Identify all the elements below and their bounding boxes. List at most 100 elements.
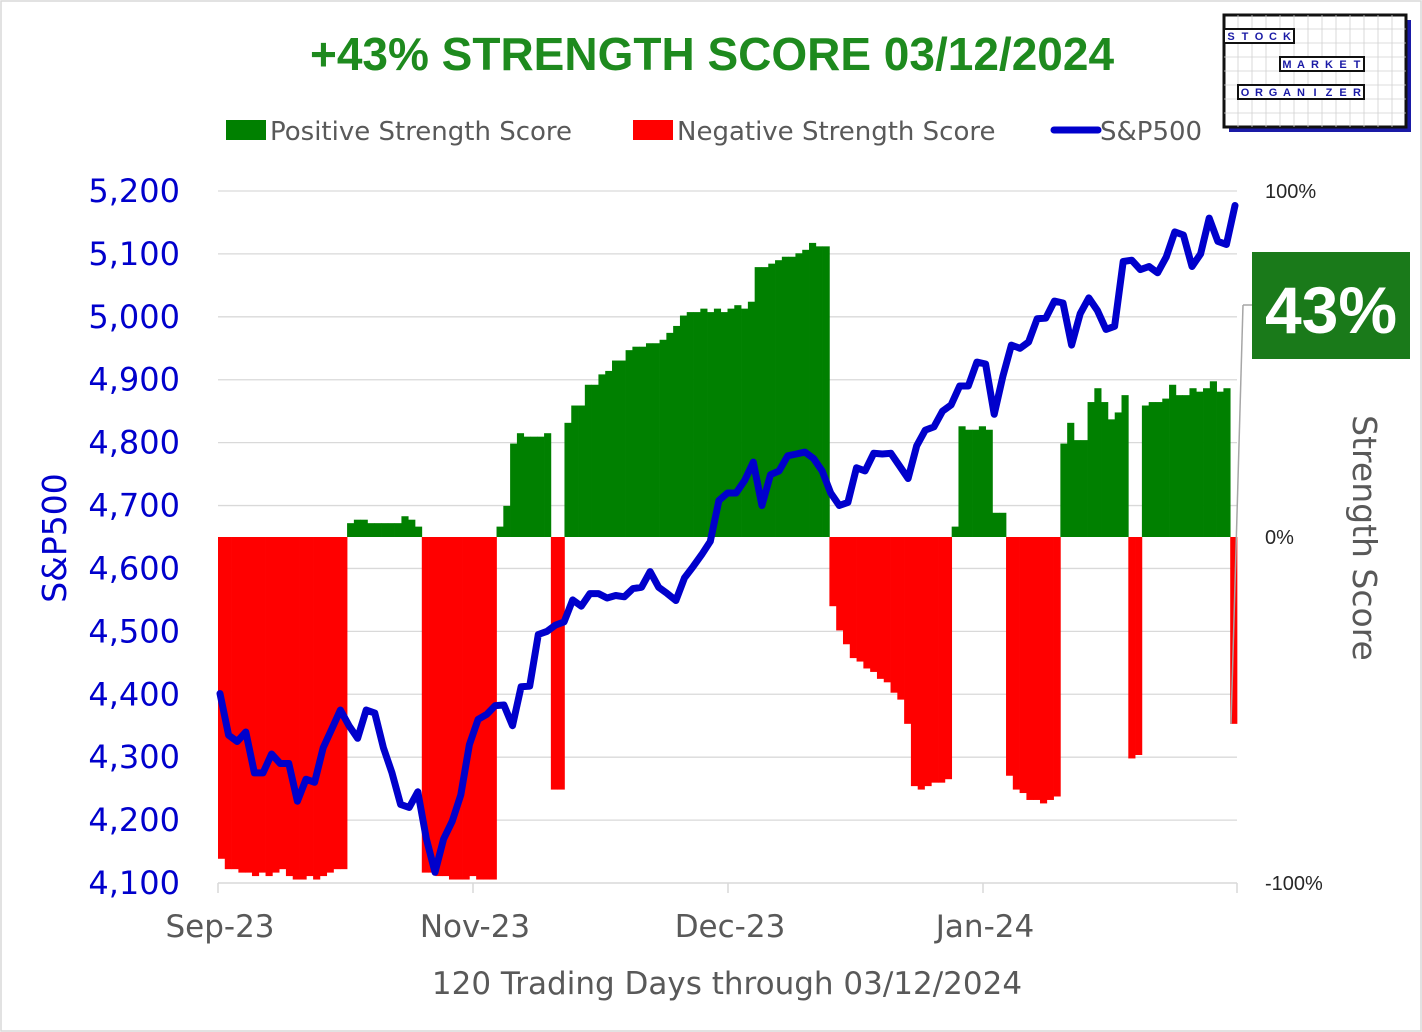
positive-score-bar xyxy=(1141,405,1150,537)
negative-score-bar xyxy=(849,537,857,659)
positive-score-bar xyxy=(978,426,986,537)
negative-score-bar xyxy=(469,537,477,877)
y-tick-label: 5,100 xyxy=(88,235,180,273)
legend-swatch-positive xyxy=(226,120,266,140)
positive-score-bar xyxy=(985,429,993,537)
positive-score-bar xyxy=(1155,402,1163,537)
negative-score-bar xyxy=(1012,537,1020,790)
positive-score-bar xyxy=(1067,422,1075,537)
positive-score-bar xyxy=(645,343,654,537)
logo-letter: R xyxy=(1311,59,1319,71)
score-value: 43% xyxy=(1265,273,1397,347)
positive-score-bar xyxy=(992,512,1000,537)
negative-score-bar xyxy=(448,537,457,880)
legend-label-positive: Positive Strength Score xyxy=(270,117,572,147)
positive-score-bar xyxy=(1073,440,1082,537)
positive-score-bar xyxy=(612,360,620,537)
positive-score-bar xyxy=(415,526,423,537)
x-tick-label: Nov-23 xyxy=(420,909,530,945)
positive-score-bar xyxy=(707,312,715,537)
negative-score-bar xyxy=(1006,537,1014,776)
positive-score-bar xyxy=(761,267,769,537)
negative-score-bar xyxy=(326,537,334,873)
negative-score-bar xyxy=(842,537,851,645)
negative-score-bar xyxy=(944,537,953,780)
negative-score-bar xyxy=(476,537,484,880)
legend-label-negative: Negative Strength Score xyxy=(677,117,996,147)
logo-letter: T xyxy=(1242,31,1249,43)
score-box xyxy=(1252,252,1410,359)
negative-score-bar xyxy=(333,537,341,870)
negative-score-bar xyxy=(1033,537,1041,800)
positive-score-bar xyxy=(781,256,789,537)
positive-score-bar xyxy=(727,308,735,537)
negative-score-bar xyxy=(272,537,280,873)
positive-score-bar xyxy=(951,526,959,537)
positive-score-bar xyxy=(571,405,579,537)
negative-score-bar xyxy=(883,537,891,683)
positive-score-bar xyxy=(788,256,796,537)
negative-score-bar xyxy=(313,537,321,880)
positive-score-bar xyxy=(591,384,599,537)
negative-score-bar xyxy=(856,537,864,662)
positive-score-bar xyxy=(1080,440,1088,537)
positive-score-bar xyxy=(802,249,810,537)
positive-score-bar xyxy=(1107,419,1116,537)
positive-score-bar xyxy=(605,370,613,537)
positive-score-bar xyxy=(1169,384,1177,537)
negative-score-bar xyxy=(1019,537,1027,794)
positive-score-bar xyxy=(598,374,606,537)
positive-score-bar xyxy=(972,429,980,537)
logo-letter: R xyxy=(1255,87,1263,99)
negative-score-bar xyxy=(917,537,925,790)
logo-letter: M xyxy=(1282,59,1291,71)
negative-score-bar xyxy=(442,537,450,877)
negative-score-bar xyxy=(435,537,443,877)
positive-score-bar xyxy=(1162,398,1170,537)
positive-score-bar xyxy=(1114,412,1122,537)
negative-score-bar xyxy=(931,537,939,783)
negative-score-bar xyxy=(924,537,932,787)
logo-letter: C xyxy=(1269,31,1277,43)
y2-axis-ticks: 100% 0% -100% xyxy=(1265,181,1323,895)
positive-score-bar xyxy=(747,301,756,537)
negative-score-bar xyxy=(245,537,253,873)
y-tick-label: 4,600 xyxy=(88,549,180,587)
y-tick-label: 4,100 xyxy=(88,864,180,902)
positive-score-bar xyxy=(659,339,667,537)
logo-word-box xyxy=(1223,28,1295,44)
positive-score-bar xyxy=(510,443,518,537)
logo-letter: T xyxy=(1354,59,1361,71)
logo-letter: K xyxy=(1325,59,1333,71)
callout-leader-line xyxy=(1230,304,1244,724)
positive-score-bar xyxy=(564,422,572,537)
negative-score-bar xyxy=(897,537,905,700)
positive-score-bar xyxy=(496,526,504,537)
positive-score-bar xyxy=(625,350,633,537)
positive-score-bar xyxy=(686,312,694,537)
logo-word-box xyxy=(1237,84,1365,100)
y-tick-label: 4,300 xyxy=(88,738,180,776)
positive-score-bar xyxy=(1094,388,1102,537)
negative-score-bar xyxy=(258,537,266,873)
positive-score-bar xyxy=(1203,388,1211,537)
sp500-line-layer xyxy=(216,202,1239,876)
logo-letter: A xyxy=(1283,87,1291,99)
negative-score-bar xyxy=(1128,537,1136,759)
x-axis-title: 120 Trading Days through 03/12/2024 xyxy=(432,966,1022,1002)
positive-score-bar xyxy=(578,405,586,537)
positive-score-bar xyxy=(394,523,402,537)
positive-score-bar xyxy=(516,433,525,537)
positive-score-bar xyxy=(537,436,545,537)
logo-letter: N xyxy=(1297,87,1305,99)
positive-score-bar xyxy=(1182,395,1190,537)
positive-score-bar xyxy=(544,433,552,537)
y2-tick-label: 100% xyxy=(1265,181,1316,203)
negative-score-bar xyxy=(870,537,878,672)
positive-score-bar xyxy=(679,315,688,537)
positive-score-bar xyxy=(652,343,660,537)
y-axis-ticks: 5,200 5,100 5,000 4,900 4,800 4,700 4,600 4,500… xyxy=(88,172,180,902)
y-tick-label: 4,200 xyxy=(88,801,180,839)
positive-score-bar xyxy=(503,505,511,537)
negative-score-bar xyxy=(455,537,463,880)
